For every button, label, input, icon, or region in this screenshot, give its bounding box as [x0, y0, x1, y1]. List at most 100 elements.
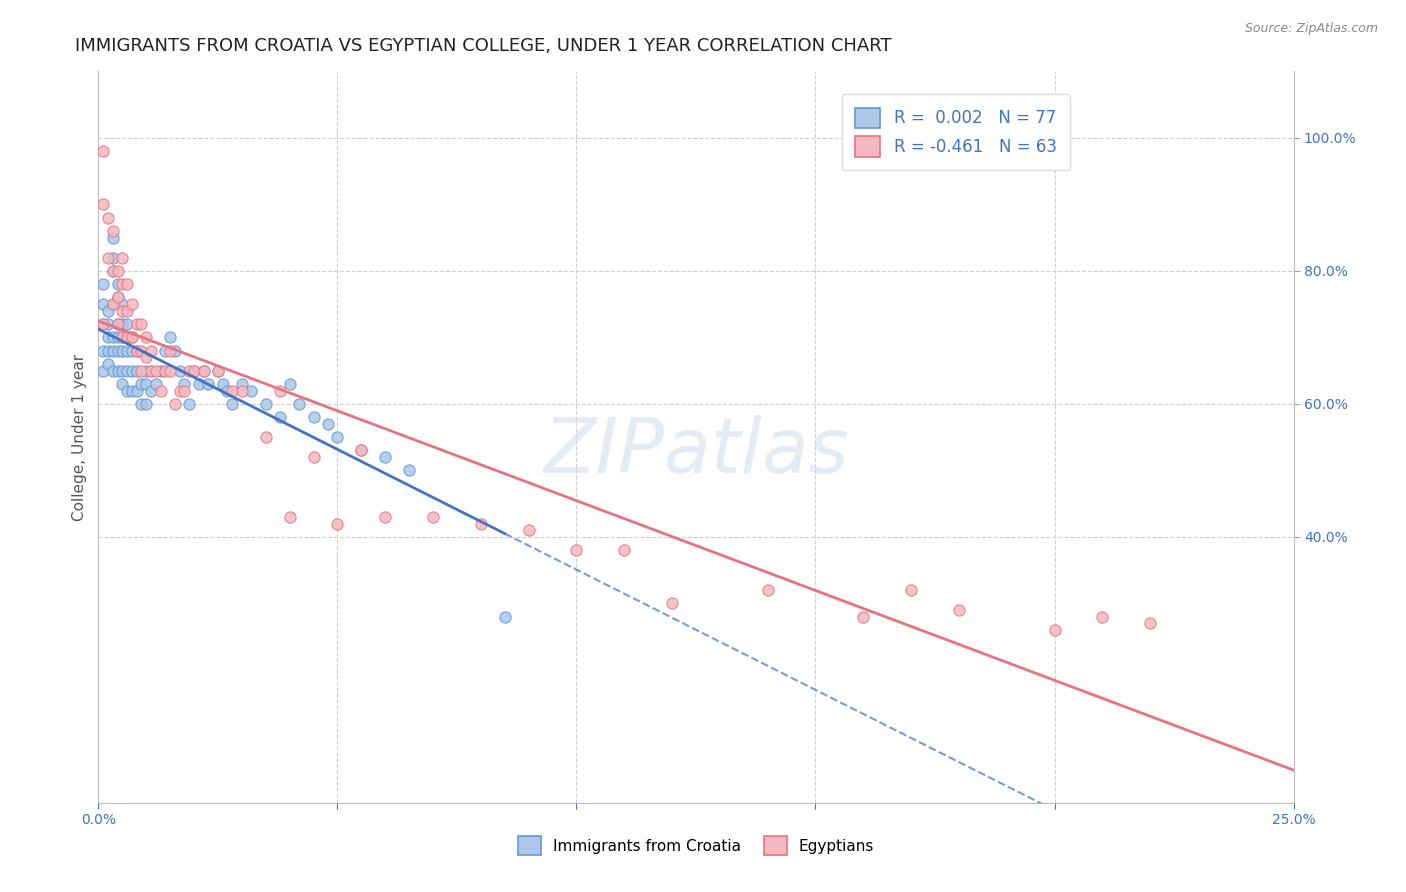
Point — [302, 410, 325, 425]
Point — [197, 376, 219, 391]
Point — [163, 343, 186, 358]
Point — [221, 384, 243, 398]
Point — [756, 582, 779, 597]
Point — [111, 303, 134, 318]
Point — [302, 450, 325, 464]
Point — [121, 343, 143, 358]
Point — [115, 330, 138, 344]
Point — [107, 264, 129, 278]
Legend: Immigrants from Croatia, Egyptians: Immigrants from Croatia, Egyptians — [512, 830, 880, 861]
Point — [121, 330, 143, 344]
Point — [1091, 609, 1114, 624]
Point — [207, 363, 229, 377]
Point — [135, 351, 157, 365]
Point — [125, 343, 148, 358]
Point — [131, 343, 153, 358]
Point — [149, 363, 172, 377]
Point — [131, 317, 153, 331]
Point — [240, 384, 263, 398]
Y-axis label: College, Under 1 year: College, Under 1 year — [72, 353, 87, 521]
Point — [269, 410, 291, 425]
Point — [107, 290, 129, 304]
Point — [91, 197, 114, 211]
Point — [231, 376, 253, 391]
Point — [115, 384, 138, 398]
Point — [183, 363, 205, 377]
Point — [145, 376, 167, 391]
Text: IMMIGRANTS FROM CROATIA VS EGYPTIAN COLLEGE, UNDER 1 YEAR CORRELATION CHART: IMMIGRANTS FROM CROATIA VS EGYPTIAN COLL… — [75, 37, 891, 54]
Point — [125, 317, 148, 331]
Point — [101, 264, 124, 278]
Point — [97, 343, 120, 358]
Point — [470, 516, 492, 531]
Point — [183, 363, 205, 377]
Point — [111, 330, 134, 344]
Point — [131, 397, 153, 411]
Point — [91, 277, 114, 292]
Point — [107, 363, 129, 377]
Point — [101, 330, 124, 344]
Point — [221, 397, 243, 411]
Point — [111, 317, 134, 331]
Point — [115, 277, 138, 292]
Point — [145, 363, 167, 377]
Point — [135, 330, 157, 344]
Point — [155, 363, 177, 377]
Point — [159, 330, 181, 344]
Point — [139, 363, 162, 377]
Point — [111, 376, 134, 391]
Point — [269, 384, 291, 398]
Point — [101, 230, 124, 244]
Point — [149, 384, 172, 398]
Point — [193, 363, 215, 377]
Point — [217, 384, 239, 398]
Point — [207, 363, 229, 377]
Point — [254, 430, 277, 444]
Point — [565, 543, 588, 558]
Point — [179, 363, 201, 377]
Point — [852, 609, 875, 624]
Point — [159, 363, 181, 377]
Point — [900, 582, 922, 597]
Point — [155, 343, 177, 358]
Point — [131, 376, 153, 391]
Point — [111, 297, 134, 311]
Point — [107, 317, 129, 331]
Point — [187, 376, 209, 391]
Point — [107, 290, 129, 304]
Point — [111, 363, 134, 377]
Point — [115, 303, 138, 318]
Point — [101, 297, 124, 311]
Point — [121, 384, 143, 398]
Point — [91, 317, 114, 331]
Point — [398, 463, 420, 477]
Point — [288, 397, 311, 411]
Point — [101, 297, 124, 311]
Point — [139, 384, 162, 398]
Point — [326, 516, 349, 531]
Point — [1139, 616, 1161, 631]
Point — [91, 144, 114, 158]
Point — [111, 330, 134, 344]
Point — [107, 330, 129, 344]
Point — [173, 376, 195, 391]
Point — [111, 277, 134, 292]
Point — [115, 330, 138, 344]
Text: ZIPatlas: ZIPatlas — [543, 415, 849, 489]
Point — [101, 363, 124, 377]
Point — [97, 303, 120, 318]
Point — [135, 363, 157, 377]
Point — [97, 330, 120, 344]
Point — [613, 543, 636, 558]
Point — [121, 297, 143, 311]
Point — [169, 363, 191, 377]
Point — [125, 343, 148, 358]
Point — [350, 443, 373, 458]
Point — [107, 343, 129, 358]
Point — [948, 603, 970, 617]
Point — [1043, 623, 1066, 637]
Point — [131, 363, 153, 377]
Point — [517, 523, 540, 537]
Point — [115, 343, 138, 358]
Point — [125, 384, 148, 398]
